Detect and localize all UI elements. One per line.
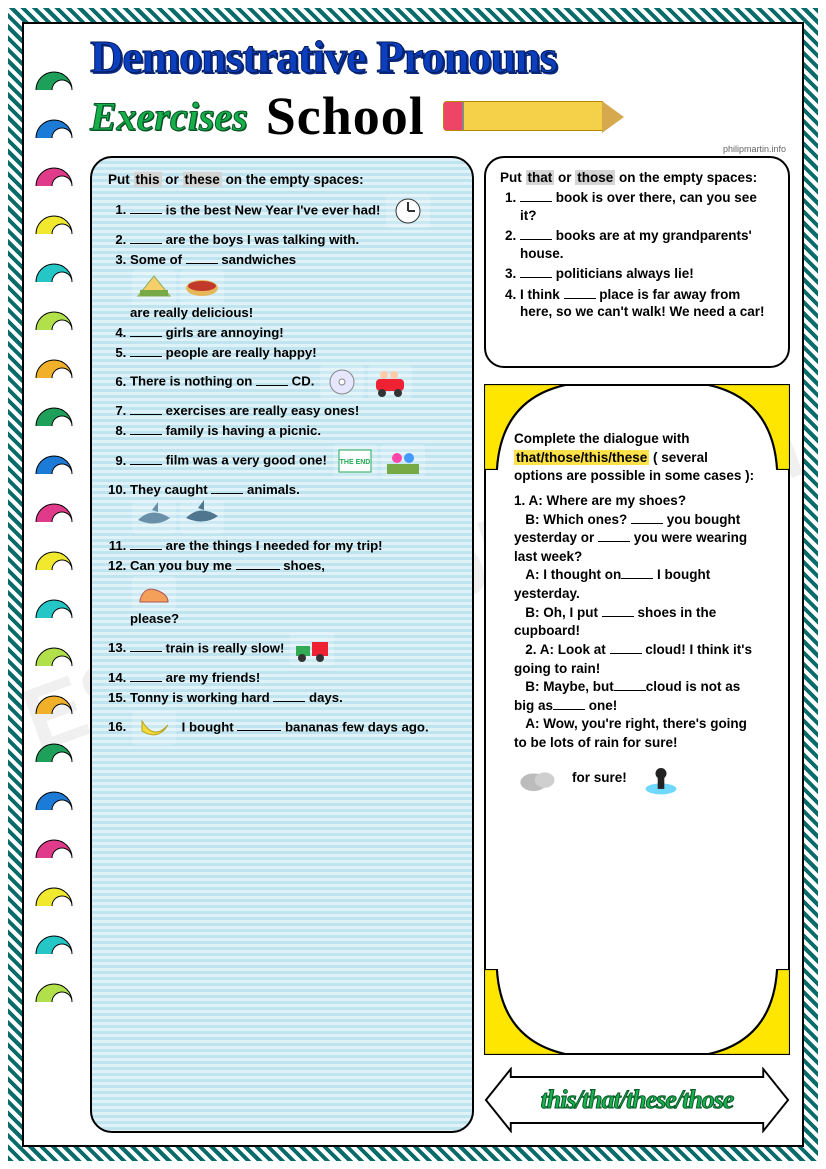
- clock-icon: [386, 194, 430, 228]
- swirl-icon: [28, 534, 80, 582]
- txt: Put: [500, 170, 526, 185]
- swirl-icon: [28, 678, 80, 726]
- swirl-icon: [28, 102, 80, 150]
- hotdog-icon: [180, 270, 224, 304]
- exercise-item: family is having a picnic.: [130, 423, 458, 440]
- car-family-icon: [368, 365, 412, 399]
- credit-text: philipmartin.info: [723, 144, 786, 154]
- dialogue-line: B: Which ones? you bought yesterday or y…: [514, 511, 760, 567]
- exercise-panel-this-these: Put this or these on the empty spaces: i…: [90, 156, 474, 1133]
- exercise-item: They caught animals.: [130, 482, 458, 535]
- exercise-item: people are really happy!: [130, 345, 458, 362]
- for-sure-text: for sure!: [572, 769, 627, 788]
- exercise-list-right-top: book is over there, can you see it? book…: [500, 189, 774, 321]
- instruction-right-top: Put that or those on the empty spaces:: [500, 170, 774, 185]
- picnic-icon: [381, 444, 425, 478]
- page-title: Demonstrative Pronouns: [90, 30, 792, 83]
- txt: or: [162, 172, 183, 187]
- exercise-item: Can you buy me shoes,please?: [130, 558, 458, 628]
- arrow-banner: this/that/these/those: [484, 1067, 790, 1133]
- swirl-icon: [28, 822, 80, 870]
- bananas-icon: [132, 711, 176, 745]
- swirl-icon: [28, 342, 80, 390]
- arrow-text: this/that/these/those: [484, 1067, 790, 1133]
- dialogue-line: 2. A: Look at cloud! I think it's going …: [514, 641, 760, 678]
- dialogue-panel: Complete the dialogue with that/those/th…: [484, 384, 790, 1055]
- page-border: ESLPrintables.com // placeholder: swirls…: [8, 8, 818, 1161]
- subtitle-row: Exercises School: [90, 85, 792, 147]
- highlight: this: [134, 172, 162, 187]
- shark1-icon: [132, 500, 176, 534]
- swirl-icon: [28, 294, 80, 342]
- swirl-icon: [28, 198, 80, 246]
- dialogue-line: A: I thought on I bought yesterday.: [514, 566, 760, 603]
- swirl-icon: [28, 630, 80, 678]
- exercise-item: politicians always lie!: [520, 265, 774, 283]
- exercise-item: There is nothing on CD.: [130, 364, 458, 400]
- swirl-icon: [28, 486, 80, 534]
- corner-decor: [484, 384, 570, 470]
- dialogue-clipart-row: for sure!: [514, 761, 760, 797]
- page: ESLPrintables.com // placeholder: swirls…: [22, 22, 804, 1147]
- swirl-icon: [28, 54, 80, 102]
- highlight: that: [526, 170, 555, 185]
- txt: Put: [108, 172, 134, 187]
- corner-decor: [704, 384, 790, 470]
- swirl-column: // placeholder: swirls rendered after da…: [28, 54, 84, 1014]
- swirl-icon: [28, 246, 80, 294]
- exercise-item: books are at my grandparents' house.: [520, 227, 774, 262]
- exercise-item: Tonny is working hard days.: [130, 690, 458, 707]
- swirl-icon: [28, 726, 80, 774]
- swirl-icon: [28, 870, 80, 918]
- dialogue-body: 1. A: Where are my shoes? B: Which ones?…: [514, 492, 760, 753]
- exercise-item: girls are annoying!: [130, 325, 458, 342]
- swirl-icon: [28, 918, 80, 966]
- shoes-icon: [132, 576, 176, 610]
- the-end-icon: THE END: [333, 444, 377, 478]
- exercise-panel-that-those: Put that or those on the empty spaces: b…: [484, 156, 790, 368]
- exercise-item: are my friends!: [130, 670, 458, 687]
- swirl-icon: [28, 390, 80, 438]
- swirl-icon: [28, 774, 80, 822]
- dialogue-line: 1. A: Where are my shoes?: [514, 492, 760, 511]
- instruction-left: Put this or these on the empty spaces:: [108, 172, 458, 187]
- subtitle-exercises: Exercises: [90, 93, 248, 140]
- cloud-icon: [516, 762, 560, 796]
- exercise-item: is the best New Year I've ever had!: [130, 193, 458, 229]
- swirl-icon: [28, 438, 80, 486]
- exercise-item: are the boys I was talking with.: [130, 232, 458, 249]
- subtitle-school: School: [266, 85, 425, 147]
- cd-icon: [320, 365, 364, 399]
- exercise-item: film was a very good one! THE END: [130, 443, 458, 479]
- sandwich-icon: [132, 270, 176, 304]
- pencil-icon: [443, 101, 603, 131]
- exercise-item: I bought bananas few days ago.: [130, 710, 458, 746]
- dialogue-line: B: Maybe, butcloud is not as big as one!: [514, 678, 760, 715]
- exercise-item: book is over there, can you see it?: [520, 189, 774, 224]
- txt: or: [554, 170, 575, 185]
- exercise-item: Some of sandwichesare really delicious!: [130, 252, 458, 322]
- person-sky-icon: [639, 762, 683, 796]
- swirl-icon: [28, 582, 80, 630]
- toy-train-icon: [290, 632, 334, 666]
- exercise-item: I think place is far away from here, so …: [520, 286, 774, 321]
- corner-decor: [704, 969, 790, 1055]
- txt: on the empty spaces:: [222, 172, 364, 187]
- corner-decor: [484, 969, 570, 1055]
- exercise-item: are the things I needed for my trip!: [130, 538, 458, 555]
- shark2-icon: [180, 500, 224, 534]
- exercise-list-left: is the best New Year I've ever had! are …: [108, 193, 458, 746]
- svg-text:THE END: THE END: [339, 459, 370, 466]
- dialogue-line: B: Oh, I put shoes in the cupboard!: [514, 604, 760, 641]
- exercise-item: exercises are really easy ones!: [130, 403, 458, 420]
- txt: on the empty spaces:: [615, 170, 757, 185]
- highlight: these: [183, 172, 222, 187]
- dialogue-line: A: Wow, you're right, there's going to b…: [514, 715, 760, 752]
- header: Demonstrative Pronouns Exercises School: [90, 30, 792, 150]
- swirl-icon: [28, 150, 80, 198]
- exercise-item: train is really slow!: [130, 631, 458, 667]
- highlight: those: [575, 170, 615, 185]
- swirl-icon: [28, 966, 80, 1014]
